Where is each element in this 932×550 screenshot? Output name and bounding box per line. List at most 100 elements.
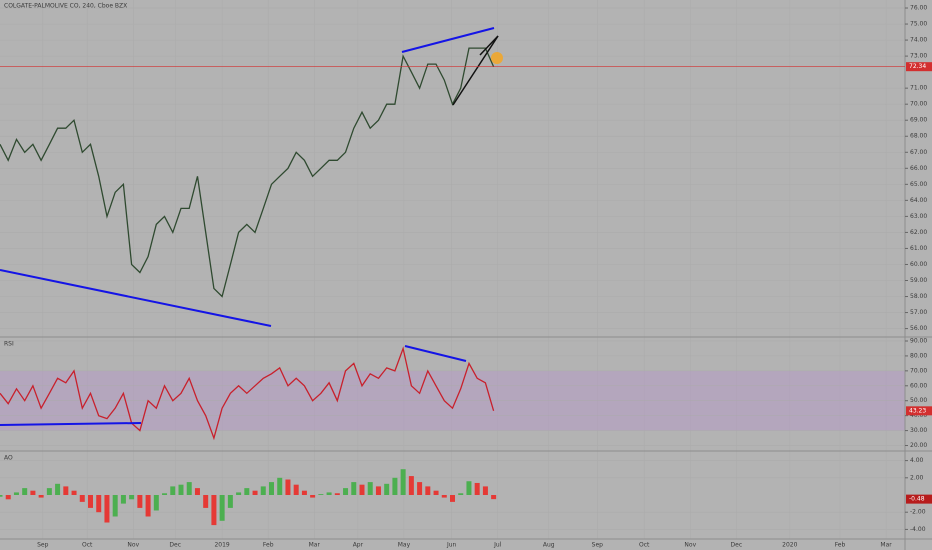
y-tick-label: 70.00 [910, 367, 927, 374]
bar [334, 493, 340, 495]
bar [227, 495, 233, 508]
last-value-label: 72.34 [909, 63, 926, 70]
bar [458, 493, 464, 495]
y-tick-label: 76.00 [910, 5, 927, 12]
bar [79, 495, 85, 502]
y-tick-label: 60.00 [910, 261, 927, 268]
x-tick-label: Oct [639, 542, 650, 549]
bar [178, 484, 184, 495]
y-tick-label: 61.00 [910, 245, 927, 252]
x-tick-label: Feb [263, 542, 274, 549]
bar [186, 482, 192, 495]
x-tick-label: 2019 [214, 542, 229, 549]
x-tick-label: Dec [731, 542, 743, 549]
bar [244, 488, 250, 495]
y-tick-label: 62.00 [910, 229, 927, 236]
x-tick-label: Feb [835, 542, 846, 549]
bar [425, 486, 431, 495]
pane-title: AO [4, 455, 13, 462]
x-tick-label: Dec [169, 542, 181, 549]
x-tick-label: Apr [353, 542, 364, 549]
y-tick-label: 68.00 [910, 133, 927, 140]
y-tick-label: 70.00 [910, 101, 927, 108]
y-tick-label: 64.00 [910, 197, 927, 204]
trendline [452, 35, 499, 106]
bar [203, 495, 209, 508]
x-tick-label: Sep [592, 542, 604, 549]
y-tick-label: 80.00 [910, 352, 927, 359]
bar [400, 469, 406, 495]
bar [293, 484, 299, 495]
bar [351, 482, 357, 495]
bar [137, 495, 143, 508]
bar [120, 495, 126, 504]
bar [96, 495, 102, 513]
last-value-box [906, 494, 932, 504]
bar [88, 495, 93, 508]
y-tick-label: 67.00 [910, 149, 927, 156]
y-tick-label: 75.00 [910, 21, 927, 28]
bar [343, 488, 349, 495]
bar [310, 495, 316, 498]
y-tick-label: -2.00 [910, 509, 926, 516]
bar [5, 495, 11, 500]
y-tick-label: 56.00 [910, 325, 927, 332]
x-tick-label: Nov [684, 542, 696, 549]
y-tick-label: 63.00 [910, 213, 927, 220]
bar [408, 476, 414, 495]
y-tick-label: 69.00 [910, 117, 927, 124]
panes [0, 47, 905, 526]
x-tick-label: Oct [82, 542, 93, 549]
trendline [404, 345, 467, 362]
y-tick-label: 58.00 [910, 293, 927, 300]
y-tick-label: 30.00 [910, 427, 927, 434]
x-tick-label: 2020 [782, 542, 797, 549]
x-tick-label: Mar [880, 542, 892, 549]
marker [491, 52, 503, 64]
bar [194, 488, 200, 495]
bar [326, 492, 332, 495]
bar [55, 483, 61, 495]
bar [236, 492, 242, 495]
bar [22, 488, 28, 495]
y-tick-label: 59.00 [910, 277, 927, 284]
y-tick-label: 65.00 [910, 181, 927, 188]
y-tick-label: 60.00 [910, 382, 927, 389]
bar [285, 479, 291, 495]
bar [417, 482, 423, 495]
bar [392, 477, 398, 495]
x-tick-label: Jul [493, 542, 502, 549]
bar [491, 495, 497, 500]
bar [384, 483, 390, 495]
y-tick-label: 71.00 [910, 85, 927, 92]
bar [367, 482, 373, 495]
bar [145, 495, 151, 517]
y-tick-label: 90.00 [910, 337, 927, 344]
last-value-label: -0.48 [909, 496, 925, 503]
bar [260, 486, 266, 495]
bar [38, 495, 44, 498]
last-value-box [906, 62, 932, 72]
bar [13, 492, 19, 495]
y-tick-label: 57.00 [910, 309, 927, 316]
last-value-label: 43.23 [909, 407, 926, 414]
bar [277, 477, 283, 495]
bar [252, 490, 258, 495]
bar [30, 490, 36, 495]
bar [375, 486, 381, 495]
bar [433, 490, 439, 495]
trendline [401, 27, 495, 53]
y-tick-label: 40.00 [910, 412, 927, 419]
series-line [0, 47, 495, 298]
bar [359, 484, 365, 495]
bar [129, 495, 135, 500]
bar [269, 482, 274, 495]
bar [0, 495, 3, 497]
bar [104, 495, 110, 523]
y-tick-label: 66.00 [910, 165, 927, 172]
trendline [0, 422, 142, 426]
x-tick-label: May [398, 542, 411, 549]
pane-title: RSI [4, 341, 14, 348]
y-tick-label: 74.00 [910, 37, 927, 44]
